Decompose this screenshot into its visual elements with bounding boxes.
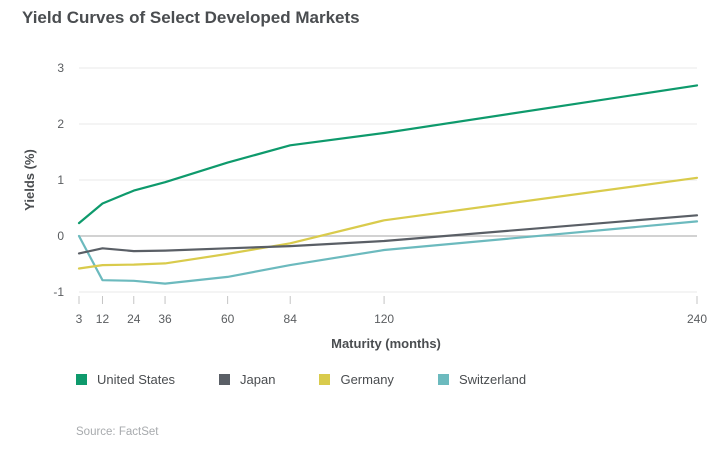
legend-swatch-japan xyxy=(219,374,231,385)
y-tick-label: 0 xyxy=(57,229,64,243)
legend-swatch-united-states xyxy=(76,374,87,385)
legend-item-united-states: United States xyxy=(76,372,175,387)
legend-swatch-germany xyxy=(319,374,331,385)
series-lines xyxy=(77,84,699,285)
source-note: Source: FactSet xyxy=(76,426,159,438)
legend-label-switzerland: Switzerland xyxy=(458,372,527,387)
y-tick-label: -1 xyxy=(53,285,64,299)
x-tick-label: 120 xyxy=(374,312,394,326)
series-line-united-states xyxy=(77,84,699,225)
y-tick-label: 3 xyxy=(57,61,64,75)
y-tick-label: 2 xyxy=(57,117,64,131)
x-tick-label: 3 xyxy=(76,312,83,326)
legend: United States Japan Germany Switzerland xyxy=(76,372,570,387)
x-axis-ticks: 3 12 24 36 60 84 120 240 xyxy=(76,296,707,326)
x-axis-title: Maturity (months) xyxy=(331,336,441,351)
legend-item-switzerland: Switzerland xyxy=(437,372,527,387)
legend-label-united-states: United States xyxy=(97,372,176,387)
legend-label-germany: Germany xyxy=(340,372,394,387)
gridlines xyxy=(79,67,697,293)
legend-item-japan: Japan xyxy=(219,372,275,387)
legend-label-japan: Japan xyxy=(240,372,276,387)
series-line-germany xyxy=(77,176,699,270)
y-axis-title: Yields (%) xyxy=(22,149,37,211)
x-tick-label: 24 xyxy=(127,312,141,326)
x-tick-label: 60 xyxy=(221,312,235,326)
series-line-switzerland xyxy=(77,220,699,285)
legend-item-germany: Germany xyxy=(319,372,394,387)
x-tick-label: 84 xyxy=(284,312,298,326)
legend-swatch-switzerland xyxy=(437,374,449,385)
x-tick-label: 240 xyxy=(687,312,707,326)
y-axis-ticks: -1 0 1 2 3 xyxy=(53,61,64,299)
y-tick-label: 1 xyxy=(57,173,64,187)
x-tick-label: 12 xyxy=(96,312,110,326)
x-tick-label: 36 xyxy=(158,312,172,326)
series-line-japan xyxy=(77,214,699,255)
chart-title: Yield Curves of Select Developed Markets xyxy=(22,8,360,27)
